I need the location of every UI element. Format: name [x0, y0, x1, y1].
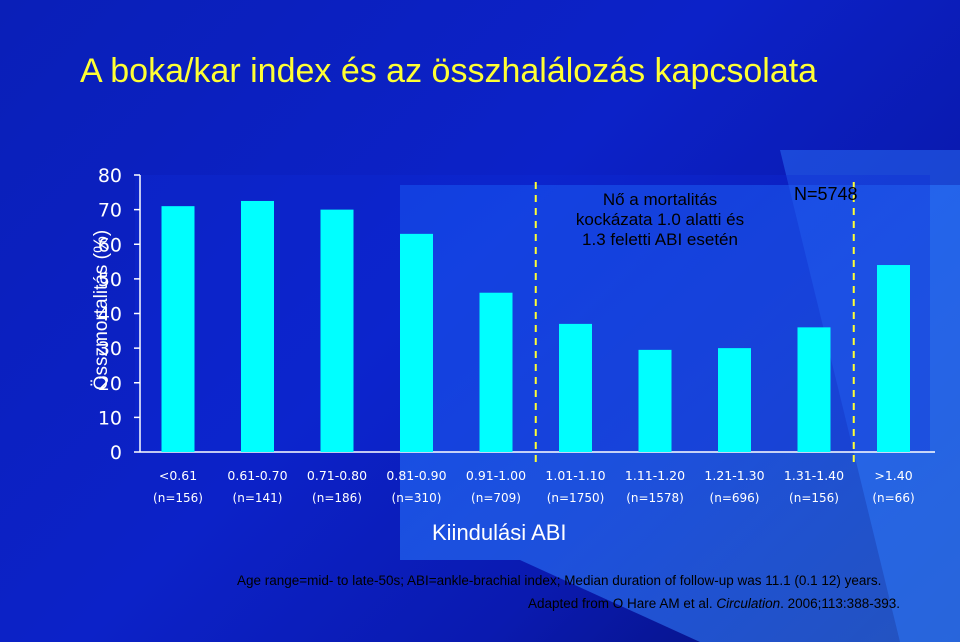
- bar: [718, 348, 751, 452]
- footnote-line-2: Adapted from O Hare AM et al. Circulatio…: [528, 596, 960, 611]
- bar: [320, 209, 354, 452]
- citation-suffix: . 2006;113:388-393.: [780, 596, 900, 611]
- bar: [638, 349, 672, 452]
- sample-count-label: (n=156): [153, 491, 203, 505]
- bar: [161, 206, 195, 452]
- bar: [877, 265, 910, 452]
- sample-count-label: (n=156): [789, 491, 839, 505]
- annotation-line: Nő a mortalitás: [602, 190, 718, 209]
- sample-count-label: (n=696): [710, 491, 760, 505]
- sample-count-label: (n=310): [392, 491, 442, 505]
- label-layer: <0.61 0.61-0.70 0.71-0.80 0.81-0.90 0.91-1.0…: [153, 468, 915, 505]
- x-tick-label: 0.81-0.90: [386, 468, 446, 483]
- annotation-box: Nő a mortalitás kockázata 1.0 alatti és …: [552, 190, 768, 250]
- x-tick-label: <0.61: [159, 468, 197, 483]
- x-tick-label: 1.31-1.40: [784, 468, 844, 483]
- bar: [479, 292, 513, 452]
- x-tick-label: 1.21-1.30: [704, 468, 764, 483]
- y-tick-label: 40: [98, 304, 122, 326]
- footnote-line-1: Age range=mid- to late-50s; ABI=ankle-br…: [237, 573, 882, 588]
- annotation-line: kockázata 1.0 alatti és: [575, 210, 745, 229]
- bar: [559, 323, 592, 452]
- y-tick-label: 30: [98, 338, 122, 360]
- sample-count-label: (n=1750): [547, 491, 605, 505]
- x-tick-label: 0.71-0.80: [307, 468, 367, 483]
- page-title: A boka/kar index és az összhalálozás kap…: [80, 52, 818, 90]
- x-tick-label: 0.91-1.00: [466, 468, 526, 483]
- background-wedge-right: [780, 150, 960, 642]
- y-tick-label: 0: [110, 442, 122, 464]
- background-wedge: [400, 185, 960, 642]
- sample-count-label: (n=141): [233, 491, 283, 505]
- y-tick-label: 80: [98, 165, 122, 187]
- bar: [797, 327, 831, 452]
- y-axis-label: Összmortalitás (%): [91, 229, 113, 391]
- x-tick-label: 0.61-0.70: [227, 468, 287, 483]
- bar: [241, 200, 274, 452]
- sample-count-label: (n=66): [872, 491, 914, 505]
- y-tick-label: 50: [98, 269, 122, 291]
- y-tick-label: 10: [98, 407, 122, 429]
- sample-size-label: N=5748: [794, 184, 858, 204]
- sample-count-label: (n=1578): [626, 491, 684, 505]
- x-tick-label: 1.01-1.10: [545, 468, 605, 483]
- x-axis-label: Kiindulási ABI: [432, 520, 567, 545]
- x-tick-label: 1.11-1.20: [625, 468, 685, 483]
- bar: [400, 233, 433, 452]
- citation-prefix: Adapted from O Hare AM et al.: [528, 596, 717, 611]
- y-tick-label: 20: [98, 373, 122, 395]
- bar-layer: [161, 182, 910, 466]
- y-tick-label: 70: [98, 200, 122, 222]
- y-tick-label: 60: [98, 234, 122, 256]
- sample-count-label: (n=186): [312, 491, 362, 505]
- x-tick-label: >1.40: [874, 468, 912, 483]
- annotation-line: 1.3 feletti ABI esetén: [582, 230, 738, 249]
- sample-count-label: (n=709): [471, 491, 521, 505]
- citation-journal: Circulation: [716, 596, 781, 611]
